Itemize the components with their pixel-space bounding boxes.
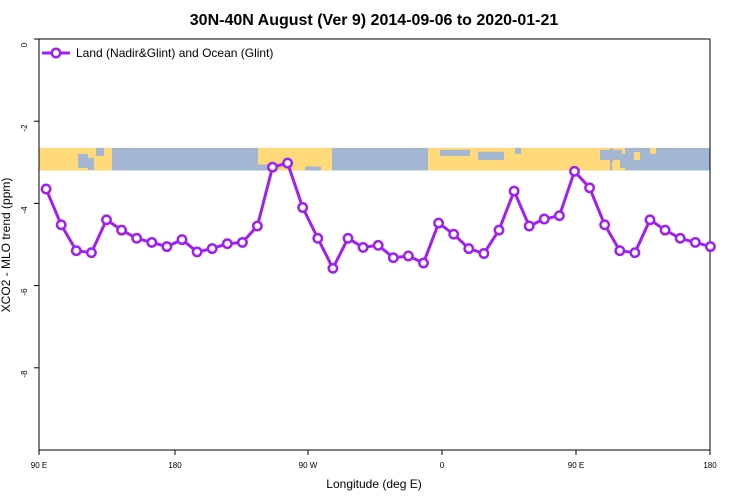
world-map-band <box>39 147 710 171</box>
x-tick-label: 90 W <box>299 461 318 470</box>
data-point <box>418 257 429 269</box>
x-axis: 90 E 180 90 W 0 90 E 180 <box>31 450 717 470</box>
data-point <box>614 245 626 257</box>
data-point <box>584 182 596 194</box>
land-island <box>612 161 620 170</box>
data-point <box>85 247 97 259</box>
data-point <box>131 232 143 244</box>
ocean-inlet <box>478 151 504 160</box>
data-point <box>206 243 218 255</box>
data-point <box>267 161 278 173</box>
series-layer <box>40 157 716 274</box>
ocean-inlet <box>440 149 470 156</box>
data-point <box>282 157 294 169</box>
ocean-inlet <box>620 153 634 168</box>
data-point <box>402 250 414 262</box>
data-point <box>312 232 324 244</box>
x-tick-label: 90 E <box>31 461 47 470</box>
data-point <box>523 220 535 232</box>
y-tick-label: -6 <box>20 288 29 296</box>
legend-label: Land (Nadir&Glint) and Ocean (Glint) <box>76 46 273 60</box>
y-tick-label: -4 <box>20 206 29 214</box>
data-point <box>161 241 173 253</box>
ocean-inlet <box>258 164 270 171</box>
data-point <box>40 183 52 195</box>
legend: Land (Nadir&Glint) and Ocean (Glint) <box>42 46 273 60</box>
data-point <box>297 202 309 213</box>
data-point <box>508 185 520 197</box>
y-axis: 0 -2 -4 -6 -8 <box>20 38 39 378</box>
data-point <box>70 245 82 257</box>
data-point <box>704 241 716 253</box>
data-point <box>463 243 475 255</box>
ocean-inlet <box>78 153 88 168</box>
ocean-inlet <box>88 157 94 170</box>
x-tick-label: 180 <box>703 461 717 470</box>
data-point <box>191 246 203 258</box>
series-line <box>44 161 711 270</box>
land-island <box>650 147 656 154</box>
data-point <box>478 248 490 259</box>
data-point <box>433 217 445 229</box>
data-point <box>387 252 399 264</box>
data-point <box>538 213 550 225</box>
data-point <box>176 234 188 246</box>
ocean-inlet <box>600 149 622 160</box>
data-point <box>629 247 641 259</box>
y-axis-label: XCO2 - MLO trend (ppm) <box>0 178 13 313</box>
data-point <box>342 232 354 244</box>
y-tick-label: -2 <box>20 124 29 132</box>
data-point <box>236 236 248 248</box>
data-point <box>493 224 505 236</box>
data-point <box>101 214 112 226</box>
chart-title: 30N-40N August (Ver 9) 2014-09-06 to 202… <box>190 12 559 29</box>
x-tick-label: 0 <box>440 461 445 470</box>
y-tick-label: 0 <box>20 42 29 47</box>
ocean-inlet <box>515 147 521 154</box>
data-point <box>357 241 369 253</box>
data-point <box>553 210 565 222</box>
data-point <box>569 165 580 177</box>
data-point <box>146 236 158 248</box>
data-point <box>689 236 701 248</box>
y-tick-label: -8 <box>20 370 29 378</box>
x-tick-label: 180 <box>168 461 182 470</box>
land-island <box>634 151 640 160</box>
data-point <box>448 228 460 240</box>
x-axis-label: Longitude (deg E) <box>326 477 421 491</box>
data-point <box>674 232 686 244</box>
ocean-inlet <box>96 147 104 156</box>
data-point <box>659 224 671 236</box>
data-point <box>221 238 233 250</box>
data-point <box>116 224 128 236</box>
land-area <box>428 147 610 171</box>
data-point <box>251 220 263 232</box>
legend-marker <box>50 47 62 59</box>
data-point <box>644 214 656 226</box>
data-point <box>599 219 611 231</box>
ocean-inlet <box>305 166 321 171</box>
data-point <box>327 262 339 274</box>
data-point <box>372 239 384 251</box>
data-point <box>55 219 67 231</box>
x-tick-label: 90 E <box>568 461 584 470</box>
